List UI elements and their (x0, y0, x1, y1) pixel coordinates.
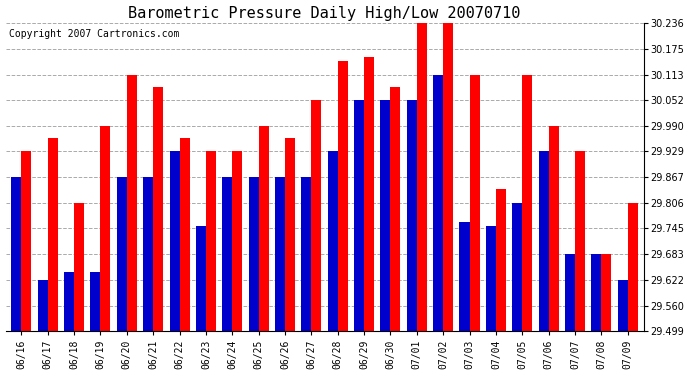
Bar (407, 100, 417, 331)
Bar (64, 272, 74, 331)
Bar (127, 75, 137, 331)
Bar (143, 177, 153, 331)
Bar (11, 177, 21, 331)
Bar (153, 87, 164, 331)
Bar (48, 138, 58, 331)
Bar (170, 152, 179, 331)
Bar (328, 152, 337, 331)
Bar (364, 57, 374, 331)
Bar (460, 222, 469, 331)
Bar (117, 177, 127, 331)
Bar (417, 23, 427, 331)
Bar (354, 100, 364, 331)
Bar (248, 177, 259, 331)
Bar (433, 75, 443, 331)
Bar (591, 254, 601, 331)
Bar (443, 23, 453, 331)
Bar (391, 87, 400, 331)
Bar (380, 100, 391, 331)
Bar (512, 203, 522, 331)
Bar (565, 254, 575, 331)
Title: Barometric Pressure Daily High/Low 20070710: Barometric Pressure Daily High/Low 20070… (128, 6, 521, 21)
Bar (196, 226, 206, 331)
Bar (628, 203, 638, 331)
Bar (311, 100, 322, 331)
Bar (38, 280, 48, 331)
Bar (539, 152, 549, 331)
Bar (522, 75, 532, 331)
Bar (575, 152, 585, 331)
Bar (101, 126, 110, 331)
Bar (233, 152, 242, 331)
Bar (74, 203, 84, 331)
Bar (179, 138, 190, 331)
Bar (259, 126, 268, 331)
Text: Copyright 2007 Cartronics.com: Copyright 2007 Cartronics.com (9, 29, 179, 39)
Bar (618, 280, 628, 331)
Bar (285, 138, 295, 331)
Bar (549, 126, 559, 331)
Bar (206, 152, 216, 331)
Bar (275, 177, 285, 331)
Bar (302, 177, 311, 331)
Bar (601, 254, 611, 331)
Bar (337, 61, 348, 331)
Bar (469, 75, 480, 331)
Bar (222, 177, 233, 331)
Bar (486, 226, 496, 331)
Bar (21, 152, 31, 331)
Bar (496, 189, 506, 331)
Bar (90, 272, 101, 331)
